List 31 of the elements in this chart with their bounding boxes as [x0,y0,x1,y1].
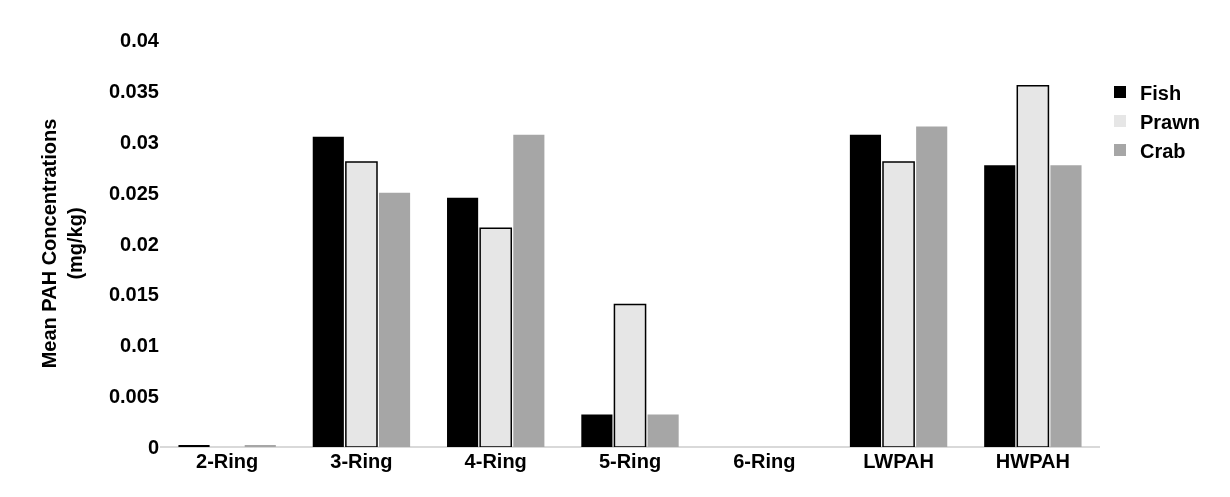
y-tick-label: 0.025 [108,181,159,204]
bar [1016,85,1050,447]
y-tick-label: 0.02 [120,232,159,255]
legend-label: Crab [1140,139,1186,162]
legend-label: Fish [1140,81,1182,104]
legend-label: Prawn [1140,110,1201,133]
bar [647,414,679,447]
bar [244,444,276,447]
y-tick-label: 0.03 [120,130,159,153]
bar [1050,165,1082,447]
bar [513,134,545,447]
bar [178,444,210,447]
bar [581,414,613,447]
x-tick-label: 4-Ring [464,450,527,472]
x-tick-label: 5-Ring [598,450,662,472]
x-tick-label: 3-Ring [330,450,393,472]
x-tick-label: HWPAH [995,450,1070,472]
x-tick-label: 2-Ring [196,450,259,472]
bar [984,165,1016,447]
y-tick-label: 0.035 [108,79,159,102]
y-axis-title: Mean PAH Concentrations (mg/kg) [38,118,87,369]
bar [916,126,948,447]
y-tick-label: 0.015 [108,283,159,306]
x-tick-label: 6-Ring [733,450,796,472]
bar [378,192,411,447]
y-tick-label: 0.01 [120,334,159,357]
x-tick-label: LWPAH [863,450,934,472]
y-tick-label: 0.005 [108,385,159,408]
y-tick-label: 0 [147,436,159,458]
y-tick-label: 0.04 [120,29,160,51]
bar [613,303,647,447]
